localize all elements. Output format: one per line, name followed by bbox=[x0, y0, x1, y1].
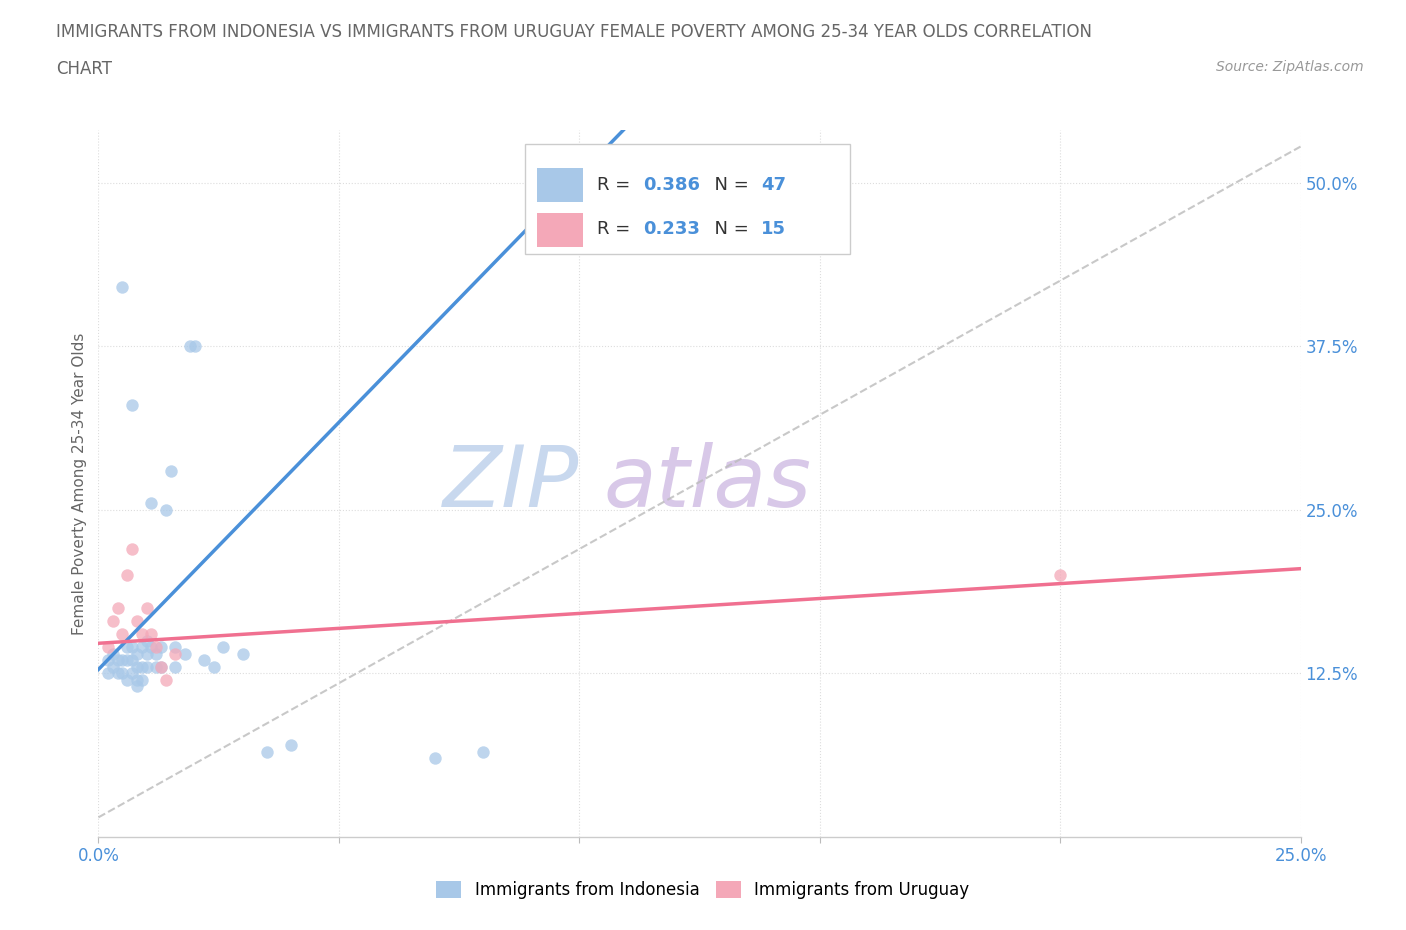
Point bbox=[131, 659, 153, 674]
Text: 0.386: 0.386 bbox=[643, 176, 700, 193]
Point bbox=[472, 745, 495, 760]
Point bbox=[174, 646, 197, 661]
Y-axis label: Female Poverty Among 25-34 Year Olds: Female Poverty Among 25-34 Year Olds bbox=[72, 332, 87, 635]
Point bbox=[145, 659, 167, 674]
Text: R =: R = bbox=[598, 176, 637, 193]
Text: N =: N = bbox=[703, 220, 755, 238]
Point bbox=[111, 653, 134, 668]
FancyBboxPatch shape bbox=[526, 144, 849, 254]
Point bbox=[149, 659, 172, 674]
Point bbox=[256, 745, 278, 760]
Point bbox=[121, 541, 143, 556]
Text: ZIP: ZIP bbox=[443, 442, 579, 525]
Text: 0.233: 0.233 bbox=[643, 220, 700, 238]
Point bbox=[135, 659, 157, 674]
Point bbox=[131, 640, 153, 655]
Text: atlas: atlas bbox=[603, 442, 811, 525]
Point bbox=[149, 659, 172, 674]
Point bbox=[121, 640, 143, 655]
Point bbox=[121, 398, 143, 413]
Point bbox=[101, 659, 124, 674]
Point bbox=[155, 502, 177, 517]
Point bbox=[145, 640, 167, 655]
Point bbox=[107, 653, 129, 668]
Point bbox=[280, 737, 302, 752]
Text: IMMIGRANTS FROM INDONESIA VS IMMIGRANTS FROM URUGUAY FEMALE POVERTY AMONG 25-34 : IMMIGRANTS FROM INDONESIA VS IMMIGRANTS … bbox=[56, 23, 1092, 41]
Point bbox=[202, 659, 225, 674]
Point bbox=[141, 627, 163, 642]
Point bbox=[117, 568, 139, 583]
Text: N =: N = bbox=[703, 176, 755, 193]
Bar bbox=[537, 168, 583, 203]
Point bbox=[232, 646, 254, 661]
Point bbox=[97, 666, 120, 681]
Point bbox=[111, 666, 134, 681]
Point bbox=[117, 640, 139, 655]
Legend: Immigrants from Indonesia, Immigrants from Uruguay: Immigrants from Indonesia, Immigrants fr… bbox=[427, 873, 979, 908]
Point bbox=[183, 339, 205, 353]
Point bbox=[165, 659, 187, 674]
Point bbox=[131, 672, 153, 687]
Point bbox=[165, 640, 187, 655]
Point bbox=[131, 627, 153, 642]
Point bbox=[149, 640, 172, 655]
Point bbox=[141, 640, 163, 655]
Point bbox=[121, 666, 143, 681]
Point bbox=[97, 640, 120, 655]
Point bbox=[125, 646, 148, 661]
Point bbox=[121, 653, 143, 668]
Point bbox=[135, 646, 157, 661]
Point bbox=[97, 653, 120, 668]
Point bbox=[423, 751, 446, 766]
Point bbox=[101, 646, 124, 661]
Point bbox=[212, 640, 235, 655]
Point bbox=[135, 633, 157, 648]
Point bbox=[117, 653, 139, 668]
Point bbox=[125, 659, 148, 674]
Text: 15: 15 bbox=[761, 220, 786, 238]
Point bbox=[1049, 568, 1071, 583]
Point bbox=[107, 666, 129, 681]
Point bbox=[179, 339, 201, 353]
Point bbox=[111, 627, 134, 642]
Point bbox=[117, 672, 139, 687]
Point bbox=[159, 463, 181, 478]
Point bbox=[193, 653, 215, 668]
Point bbox=[155, 672, 177, 687]
Text: 47: 47 bbox=[761, 176, 786, 193]
Text: Source: ZipAtlas.com: Source: ZipAtlas.com bbox=[1216, 60, 1364, 74]
Point bbox=[101, 614, 124, 629]
Point bbox=[107, 601, 129, 616]
Point bbox=[165, 646, 187, 661]
Point bbox=[111, 280, 134, 295]
Point bbox=[125, 672, 148, 687]
Bar bbox=[537, 213, 583, 246]
Point bbox=[141, 496, 163, 511]
Point bbox=[145, 646, 167, 661]
Text: CHART: CHART bbox=[56, 60, 112, 78]
Point bbox=[135, 601, 157, 616]
Point bbox=[125, 614, 148, 629]
Point bbox=[125, 679, 148, 694]
Text: R =: R = bbox=[598, 220, 637, 238]
